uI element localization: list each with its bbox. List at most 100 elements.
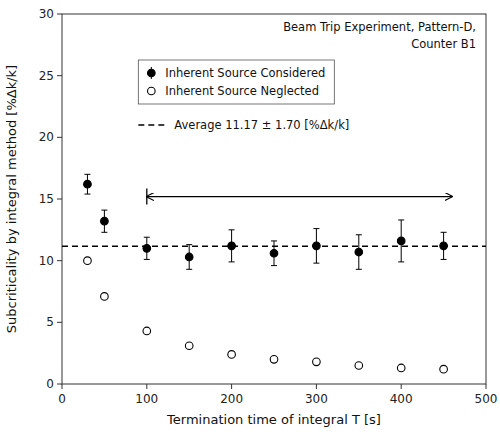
point [185,342,193,350]
x-tick [486,384,487,389]
error-bar [229,230,235,262]
point [440,242,448,250]
point [440,365,448,373]
error-bar-cap [356,269,362,270]
x-tick [231,384,232,389]
x-axis-label: Termination time of integral T [s] [166,412,381,427]
average-line-sample [138,124,168,125]
point [397,237,405,245]
y-axis: 0 5 10 15 20 25 30 [39,7,62,391]
x-tick-label: 400 [390,392,413,406]
legend-box [138,60,334,104]
x-tick-label: 100 [135,392,158,406]
point [185,253,193,261]
series-1 [84,257,448,373]
y-axis-label: Subcriticality by integral method [%Δk/k… [4,65,19,333]
point [270,356,278,364]
legend-label: Inherent Source Considered [165,66,325,80]
legend-marker [148,87,156,95]
error-bar [84,174,90,194]
error-bar-cap [398,261,404,262]
point [228,242,236,250]
point [270,249,278,257]
error-bar-cap [356,234,362,235]
x-tick-label: 0 [58,392,66,406]
error-bar-cap [398,219,404,220]
x-axis: 0 100 200 300 400 500 [58,384,497,406]
y-tick-label: 30 [39,7,54,21]
error-bar-cap [84,174,90,175]
error-bar [313,229,319,264]
error-bar [186,245,192,270]
error-bar [398,220,404,262]
plot-frame [62,14,486,384]
x-tick-label: 300 [305,392,328,406]
chart: 0 100 200 300 400 500 0 5 10 15 20 25 30 Termination … [0,0,500,434]
x-tick [401,384,402,389]
point [397,364,405,372]
average-label-group: Average 11.17 ± 1.70 [%Δk/k] [138,118,349,132]
error-bar [144,237,150,259]
plot-area [62,174,486,373]
error-bar-cap [271,240,277,241]
point [101,293,109,301]
point [84,257,92,265]
average-label: Average 11.17 ± 1.70 [%Δk/k] [174,118,349,132]
error-bar-cap [101,232,107,233]
title: Beam Trip Experiment, Pattern-D, [283,20,476,34]
error-bar-cap [441,232,447,233]
y-tick-label: 5 [46,315,54,329]
point [84,180,92,188]
x-tick [146,384,147,389]
x-tick-label: 500 [475,392,498,406]
y-tick-label: 20 [39,130,54,144]
error-bar-cap [144,259,150,260]
subtitle: Counter B1 [411,37,476,51]
y-tick-label: 25 [39,69,54,83]
y-tick-label: 0 [46,377,54,391]
error-bar [356,235,362,270]
error-bar-cap [271,265,277,266]
y-tick [57,384,62,385]
x-tick [316,384,317,389]
y-tick-label: 15 [39,192,54,206]
point [313,242,321,250]
y-tick [57,14,62,15]
error-bar-cap [144,237,150,238]
error-bar-cap [101,210,107,211]
legend-label: Inherent Source Neglected [165,84,319,98]
error-bar-cap [186,269,192,270]
error-bar [441,232,447,259]
y-tick [57,322,62,323]
series-0 [84,174,448,269]
y-tick [57,260,62,261]
point [228,351,236,359]
point [101,217,109,225]
x-tick [62,384,63,389]
x-tick-label: 200 [220,392,243,406]
error-bar [101,210,107,232]
point [143,327,151,335]
error-bar-cap [84,194,90,195]
y-tick [57,199,62,200]
y-tick [57,75,62,76]
arrow-start-tick [146,189,147,205]
legend: Inherent Source Considered Inherent Sourc… [138,60,334,104]
error-bar-cap [441,259,447,260]
point [355,362,363,370]
point [143,245,151,253]
error-bar-cap [186,244,192,245]
error-bar-cap [229,229,235,230]
range-arrow [147,196,452,197]
legend-item: Inherent Source Considered [148,66,326,80]
legend-marker [148,69,156,77]
legend-item: Inherent Source Neglected [148,84,319,98]
point [355,248,363,256]
error-bar-cap [229,261,235,262]
error-bar-cap [313,263,319,264]
y-tick-label: 10 [39,254,54,268]
error-bar-cap [313,228,319,229]
error-bar [271,241,277,266]
y-tick [57,137,62,138]
point [313,358,321,366]
